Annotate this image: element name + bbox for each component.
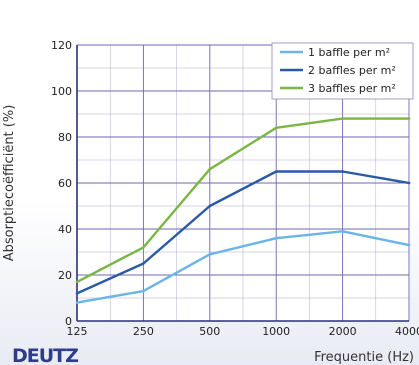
data-point	[208, 167, 212, 171]
data-point	[208, 253, 212, 256]
legend-label: 2 baffles per m²	[308, 64, 396, 77]
series-line-3	[76, 117, 409, 283]
data-point	[341, 170, 344, 173]
legend-label: 3 baffles per m²	[308, 82, 396, 95]
y-tick-label: 0	[65, 315, 72, 328]
data-point	[208, 204, 212, 208]
y-tick-labels: 0 20 40 60 80 100 120	[51, 39, 72, 328]
y-tick-label: 40	[58, 223, 72, 236]
y-tick-label: 20	[58, 269, 72, 282]
legend: 1 baffle per m² 2 baffles per m² 3 baffles…	[271, 42, 414, 100]
data-point	[142, 289, 145, 293]
x-tick-label: 125	[67, 325, 88, 338]
x-tick-label: 2000	[329, 325, 357, 338]
legend-label: 1 baffle per m²	[308, 46, 390, 59]
data-point	[274, 170, 278, 173]
y-tick-label: 100	[51, 85, 72, 98]
data-point	[407, 117, 411, 120]
data-point	[274, 236, 278, 240]
data-series	[75, 117, 411, 304]
x-tick-label: 500	[199, 325, 220, 338]
data-point	[75, 280, 79, 284]
axes	[76, 45, 409, 322]
data-point	[75, 301, 79, 304]
series-line-2	[76, 170, 410, 295]
data-point	[341, 117, 344, 120]
data-point	[142, 262, 145, 265]
data-point	[142, 246, 145, 249]
data-point	[407, 243, 411, 247]
y-tick-label: 80	[58, 131, 72, 144]
x-axis-title: Frequentie (Hz)	[314, 350, 414, 365]
x-tick-labels: 125 250 500 1000 2000 4000	[67, 325, 419, 338]
x-tick-label: 250	[133, 325, 154, 338]
y-axis-title: Absorptiecoëfficiënt (%)	[2, 105, 17, 262]
data-point	[341, 230, 344, 233]
deutz-logo: DEUTZ	[12, 345, 78, 365]
data-point	[75, 292, 79, 295]
data-point	[274, 126, 278, 130]
y-tick-label: 60	[58, 177, 72, 190]
x-tick-label: 1000	[262, 325, 290, 338]
y-tick-label: 120	[51, 39, 72, 52]
x-tick-label: 4000	[395, 325, 419, 338]
series-line-1	[76, 230, 410, 304]
data-point	[407, 181, 411, 185]
